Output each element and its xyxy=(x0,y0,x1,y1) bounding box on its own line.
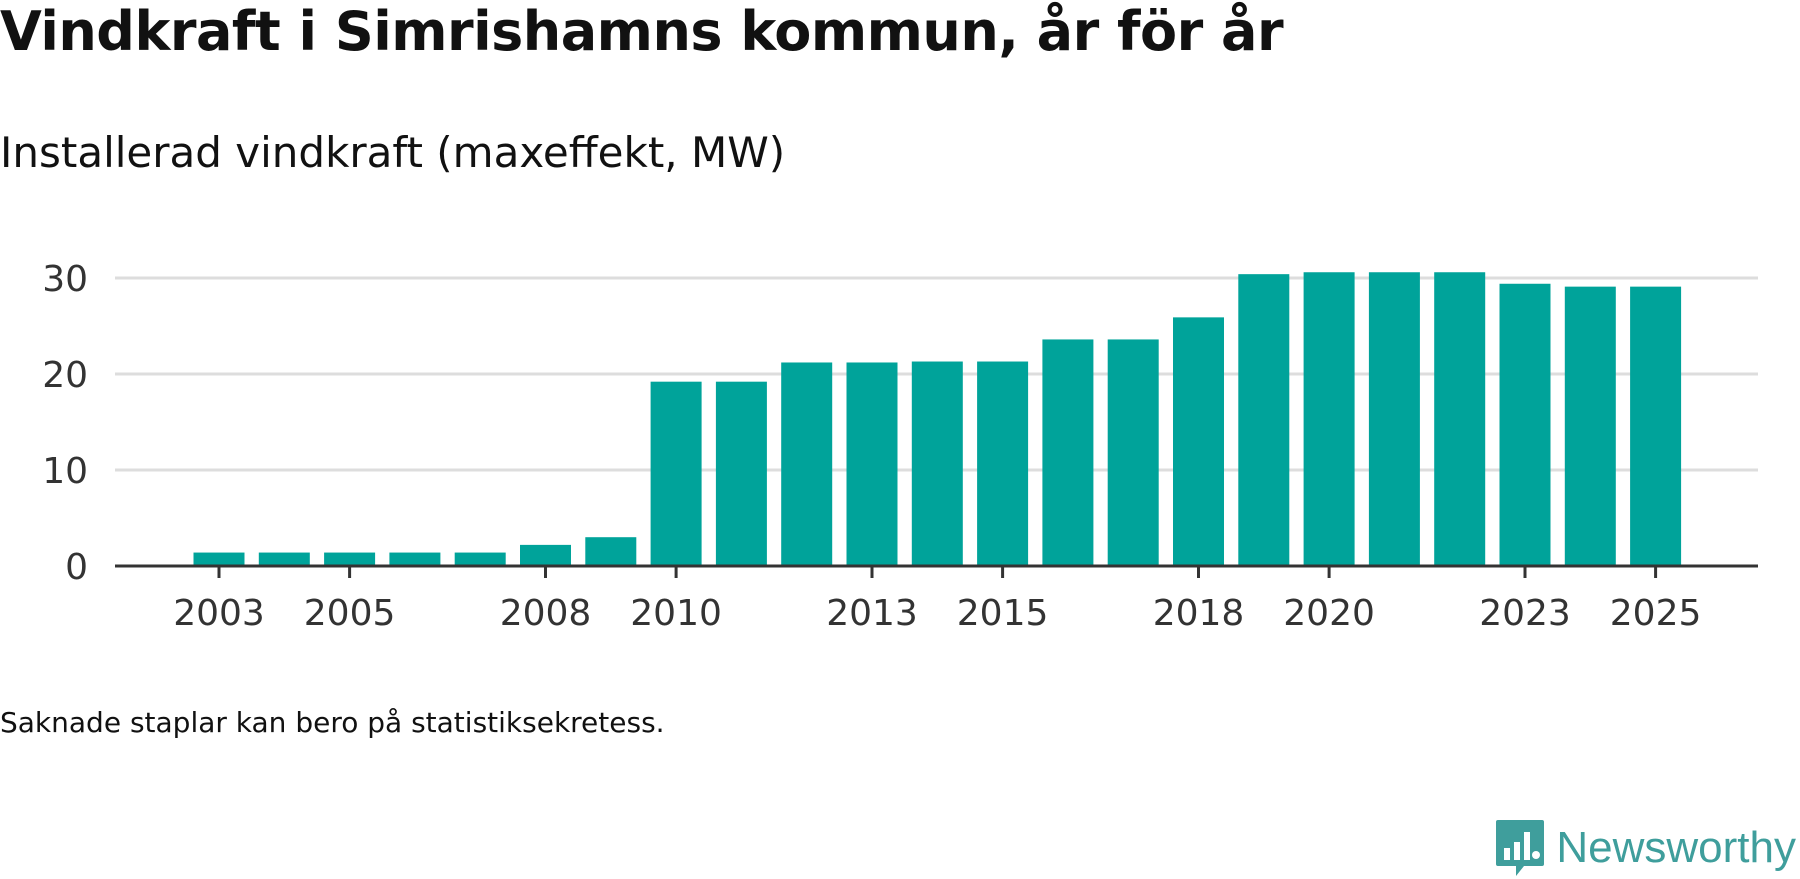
y-tick-label: 10 xyxy=(42,451,88,492)
bar-2014 xyxy=(911,361,963,566)
x-axis xyxy=(115,564,1758,578)
bar-2019 xyxy=(1238,274,1290,566)
newsworthy-logo-icon xyxy=(1496,820,1545,876)
x-tick-label: 2020 xyxy=(1283,593,1375,634)
x-tick-label: 2005 xyxy=(304,593,396,634)
bar-2004 xyxy=(258,552,310,566)
x-tick-labels: 2003 2005 2008 2010 2013 2015 2018 2020 2023 2025 xyxy=(173,593,1701,634)
bar-2024 xyxy=(1564,286,1616,566)
x-tick-label: 2010 xyxy=(630,593,722,634)
bar-2025 xyxy=(1630,286,1682,566)
bar-2005 xyxy=(324,552,376,566)
footnote: Saknade staplar kan bero på statistiksek… xyxy=(0,706,665,739)
bar-2018 xyxy=(1173,317,1224,566)
bar-2006 xyxy=(389,552,441,566)
y-tick-label: 0 xyxy=(65,547,88,588)
x-tick-label: 2013 xyxy=(826,593,918,634)
bar-2021 xyxy=(1368,272,1420,566)
bars xyxy=(193,272,1682,566)
x-tick-label: 2025 xyxy=(1610,593,1702,634)
x-tick-label: 2003 xyxy=(173,593,265,634)
bar-chart: 0 10 20 30 2003 2005 2008 2010 2013 2015 2018 2020… xyxy=(42,259,1758,634)
x-tick-label: 2018 xyxy=(1153,593,1245,634)
bar-2009 xyxy=(585,537,637,566)
bar-2013 xyxy=(846,362,898,566)
x-tick-label: 2015 xyxy=(957,593,1049,634)
bar-2007 xyxy=(454,552,506,566)
bar-2008 xyxy=(520,544,571,566)
x-tick-label: 2023 xyxy=(1479,593,1571,634)
newsworthy-logo-text: Newsworthy xyxy=(1556,823,1796,872)
bar-2023 xyxy=(1499,283,1551,566)
bar-2016 xyxy=(1042,339,1094,566)
bar-2022 xyxy=(1434,272,1486,566)
bar-2003 xyxy=(193,552,245,566)
bar-2011 xyxy=(715,381,767,566)
bar-2015 xyxy=(977,361,1029,566)
y-tick-label: 30 xyxy=(42,259,88,300)
bar-2017 xyxy=(1107,339,1159,566)
bar-2020 xyxy=(1303,272,1355,566)
bar-2010 xyxy=(650,381,702,566)
y-tick-label: 20 xyxy=(42,355,88,396)
chart-subtitle: Installerad vindkraft (maxeffekt, MW) xyxy=(0,128,786,177)
newsworthy-logo: Newsworthy xyxy=(1494,818,1796,878)
bar-2012 xyxy=(781,362,833,566)
chart-title: Vindkraft i Simrishamns kommun, år för å… xyxy=(0,0,1284,63)
x-tick-label: 2008 xyxy=(500,593,592,634)
y-tick-labels: 0 10 20 30 xyxy=(42,259,88,588)
